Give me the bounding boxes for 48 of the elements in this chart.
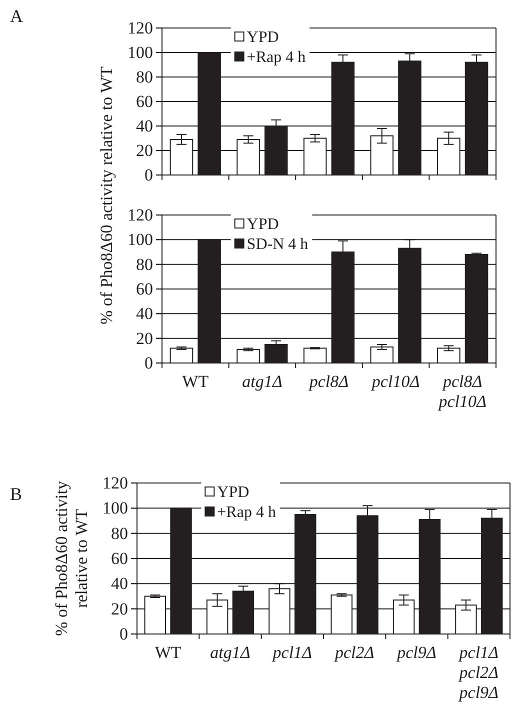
y-axis-title: % of Pho8Δ60 activity relative to WT [97, 66, 116, 325]
y-tick-label: 80 [136, 254, 153, 274]
x-tick-label: pcl1Δ [272, 643, 312, 662]
bar [303, 348, 327, 364]
y-tick-label: 20 [111, 599, 128, 618]
x-tick-label: atg1Δ [210, 643, 250, 662]
y-tick-label: 0 [144, 353, 153, 372]
y-tick-label: 0 [120, 624, 128, 644]
x-tick-label: pcl9Δ [396, 643, 436, 662]
y-tick-label: 120 [102, 473, 128, 492]
x-tick-label: pcl2Δ [334, 643, 374, 662]
bar [170, 348, 194, 364]
y-tick-label: 100 [102, 498, 128, 518]
y-tick-label: 120 [128, 18, 153, 38]
bar [437, 348, 460, 364]
y-tick-label: 60 [136, 279, 153, 298]
y-tick-label: 20 [136, 328, 153, 348]
legend-label: +Rap 4 h [246, 49, 306, 66]
y-axis-title: % of Pho8Δ60 activity relative to WT [52, 480, 91, 636]
x-tick-label: WT [154, 643, 182, 662]
bar [236, 348, 260, 364]
x-tick-label: WT [182, 372, 210, 391]
x-tick-label: pcl1Δ pcl2Δ pcl9Δ [458, 643, 499, 702]
legend-label: SD-N 4 h [246, 236, 308, 253]
legend-label: YPD [217, 484, 250, 501]
legend-label: YPD [246, 216, 279, 233]
y-tick-label: 120 [128, 205, 153, 224]
y-tick-label: 40 [136, 116, 153, 136]
y-tick-label: 80 [111, 524, 128, 543]
y-tick-label: 40 [111, 574, 128, 594]
bar [264, 344, 288, 364]
x-tick-label: pcl8Δ [308, 372, 349, 391]
y-tick-label: 0 [144, 165, 153, 184]
y-tick-label: 20 [136, 140, 153, 160]
y-tick-label: 100 [128, 42, 153, 62]
y-tick-label: 60 [111, 548, 128, 568]
text: B [10, 484, 22, 504]
legend-label: +Rap 4 h [217, 504, 276, 521]
y-tick-label: 40 [136, 304, 153, 324]
text: A [10, 6, 23, 26]
x-tick-label: atg1Δ [242, 372, 282, 391]
x-tick-label: pcl10Δ [370, 372, 420, 391]
y-tick-label: 80 [136, 67, 153, 86]
bar [370, 346, 394, 364]
legend-label: YPD [246, 29, 279, 46]
x-tick-label: pcl8Δ pcl10Δ [438, 372, 486, 411]
y-tick-label: 100 [128, 230, 153, 250]
y-tick-label: 60 [136, 92, 153, 111]
